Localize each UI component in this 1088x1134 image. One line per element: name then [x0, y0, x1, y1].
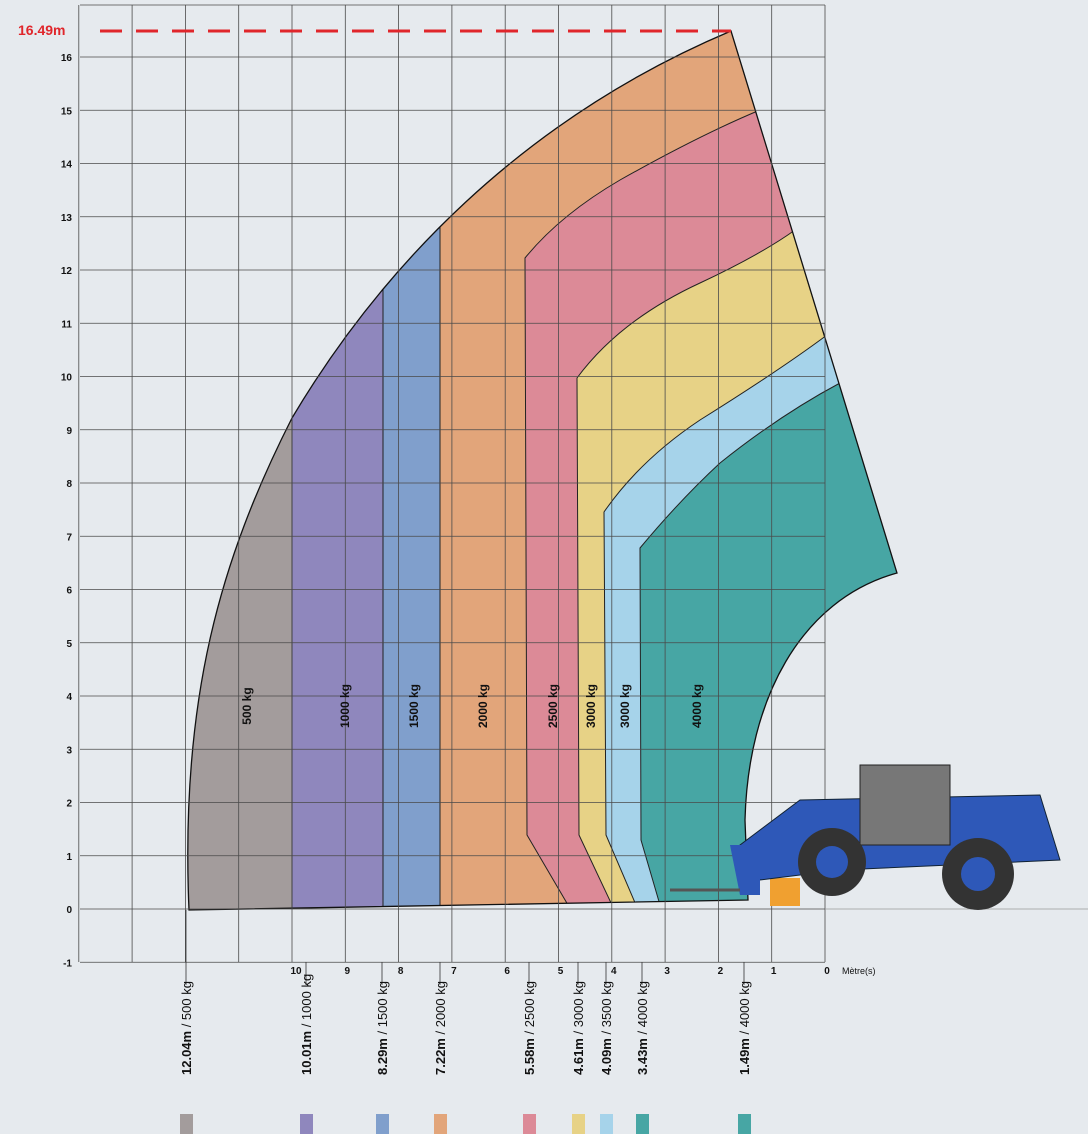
legend-swatch: [434, 1114, 447, 1134]
zone-label: 2000 kg: [476, 684, 490, 728]
x-tick-label: 4: [611, 966, 617, 977]
y-tick-label: 1: [66, 852, 72, 863]
y-tick-label: 5: [66, 639, 72, 650]
x-tick-label: 2: [718, 966, 724, 977]
x-tick-label: 1: [771, 966, 777, 977]
x-tick-label: 9: [345, 966, 351, 977]
legend-label: 1.49m / 4000 kg: [737, 981, 752, 1075]
legend-swatch: [180, 1114, 193, 1134]
legend-swatch: [300, 1114, 313, 1134]
legend-load: / 4000 kg: [737, 981, 752, 1038]
y-tick-label: 14: [61, 160, 73, 171]
legend-load: / 2000 kg: [433, 981, 448, 1038]
y-tick-label: 3: [66, 745, 72, 756]
legend-swatch: [738, 1114, 751, 1134]
legend-reach: 10.01m: [299, 1031, 314, 1075]
legend-label: 4.61m / 3000 kg: [571, 981, 586, 1075]
zone-label: 500 kg: [240, 687, 254, 724]
y-tick-label: 11: [61, 319, 72, 330]
x-tick-label: 3: [664, 966, 670, 977]
legend-reach: 1.49m: [737, 1038, 752, 1075]
x-tick-label: 8: [398, 966, 404, 977]
y-tick-label: 6: [66, 586, 72, 597]
zone-label: 3000 kg: [584, 684, 598, 728]
legend-load: / 4000 kg: [635, 981, 650, 1038]
y-tick-label: 2: [66, 799, 72, 810]
legend-reach: 4.09m: [599, 1038, 614, 1075]
y-tick-label: 12: [61, 266, 73, 277]
zone-label: 1500 kg: [407, 684, 421, 728]
legend-label: 10.01m / 1000 kg: [299, 974, 314, 1075]
y-tick-label: 9: [66, 426, 72, 437]
zone-label: 2500 kg: [546, 684, 560, 728]
legend-swatch: [636, 1114, 649, 1134]
y-tick-label: -1: [63, 958, 72, 969]
legend-reach: 5.58m: [522, 1038, 537, 1075]
legend-swatch: [600, 1114, 613, 1134]
y-tick-label: 8: [66, 479, 72, 490]
y-tick-label: 7: [66, 532, 72, 543]
legend-label: 4.09m / 3500 kg: [599, 981, 614, 1075]
legend-load: / 2500 kg: [522, 981, 537, 1038]
load-chart: 16.49m Mètre(s) 161514131211109876543210…: [0, 0, 1088, 1134]
legend-reach: 12.04m: [179, 1031, 194, 1075]
zone-label: 3000 kg: [618, 684, 632, 728]
legend-reach: 8.29m: [375, 1038, 390, 1075]
legend-label: 8.29m / 1500 kg: [375, 981, 390, 1075]
legend-reach: 3.43m: [635, 1038, 650, 1075]
legend-label: 7.22m / 2000 kg: [433, 981, 448, 1075]
y-tick-label: 10: [61, 373, 73, 384]
y-tick-label: 16: [61, 53, 73, 64]
legend-label: 3.43m / 4000 kg: [635, 981, 650, 1075]
legend-load: / 500 kg: [179, 981, 194, 1031]
legend-label: 5.58m / 2500 kg: [522, 981, 537, 1075]
zone-label: 4000 kg: [690, 684, 704, 728]
x-unit: Mètre(s): [842, 966, 876, 976]
y-tick-label: 15: [61, 106, 73, 117]
x-tick-label: 0: [824, 966, 830, 977]
legend-reach: 7.22m: [433, 1038, 448, 1075]
legend-load: / 3500 kg: [599, 981, 614, 1038]
legend-reach: 4.61m: [571, 1038, 586, 1075]
x-tick-label: 7: [451, 966, 457, 977]
legend-swatch: [523, 1114, 536, 1134]
y-tick-label: 13: [61, 213, 73, 224]
legend-swatch: [376, 1114, 389, 1134]
zone-label: 1000 kg: [338, 684, 352, 728]
legend-load: / 3000 kg: [571, 981, 586, 1038]
max-height-label: 16.49m: [18, 22, 65, 38]
legend-label: 12.04m / 500 kg: [179, 981, 194, 1075]
x-tick-label: 6: [504, 966, 510, 977]
legend-load: / 1000 kg: [299, 974, 314, 1031]
legend-load: / 1500 kg: [375, 981, 390, 1038]
y-tick-label: 4: [66, 692, 72, 703]
x-tick-label: 5: [558, 966, 564, 977]
legend-swatch: [572, 1114, 585, 1134]
y-tick-label: 0: [66, 905, 72, 916]
